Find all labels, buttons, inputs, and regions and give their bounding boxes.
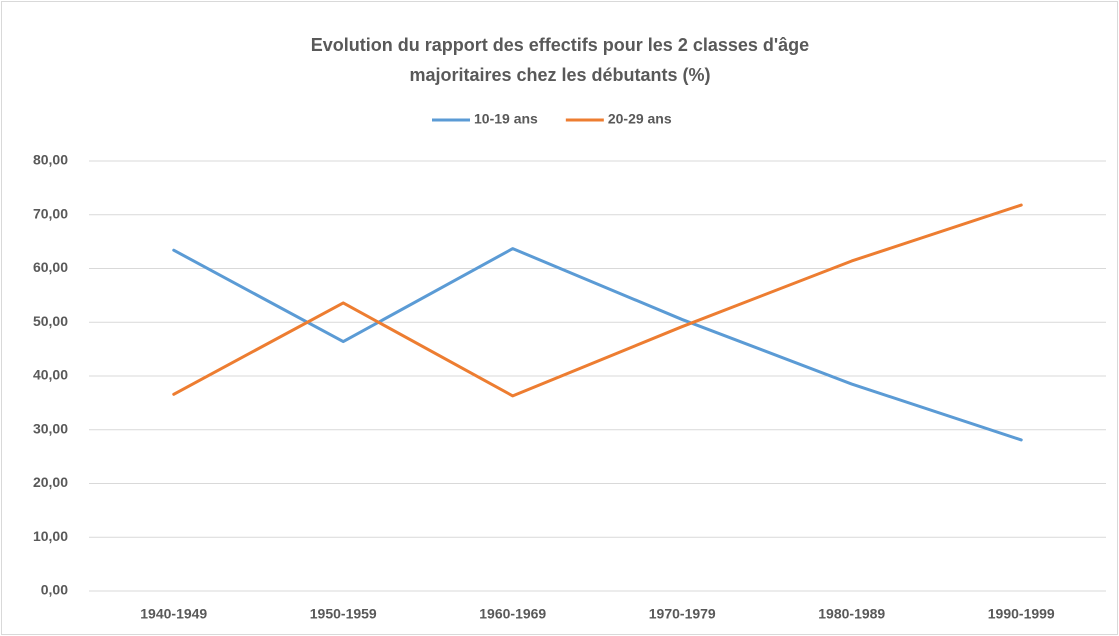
series-line <box>172 203 1023 398</box>
x-tick-label: 1940-1949 <box>140 606 207 622</box>
series-line <box>172 247 1023 442</box>
chart-title: Evolution du rapport des effectifs pour … <box>310 35 810 85</box>
y-tick-label: 50,00 <box>33 313 68 329</box>
x-tick-label: 1950-1959 <box>310 606 377 622</box>
x-tick-label: 1970-1979 <box>649 606 716 622</box>
y-tick-label: 60,00 <box>33 259 68 275</box>
x-tick-label: 1980-1989 <box>818 606 885 622</box>
y-tick-label: 80,00 <box>33 152 68 168</box>
y-tick-label: 20,00 <box>33 474 68 490</box>
y-tick-label: 70,00 <box>33 205 68 221</box>
y-tick-label: 30,00 <box>33 420 68 436</box>
legend-label: 10-19 ans <box>474 111 538 127</box>
y-tick-label: 40,00 <box>33 367 68 383</box>
y-tick-label: 0,00 <box>41 582 68 598</box>
x-tick-label: 1960-1969 <box>479 606 546 622</box>
legend-label: 20-29 ans <box>608 111 672 127</box>
x-tick-label: 1990-1999 <box>988 606 1055 622</box>
y-tick-label: 10,00 <box>33 528 68 544</box>
